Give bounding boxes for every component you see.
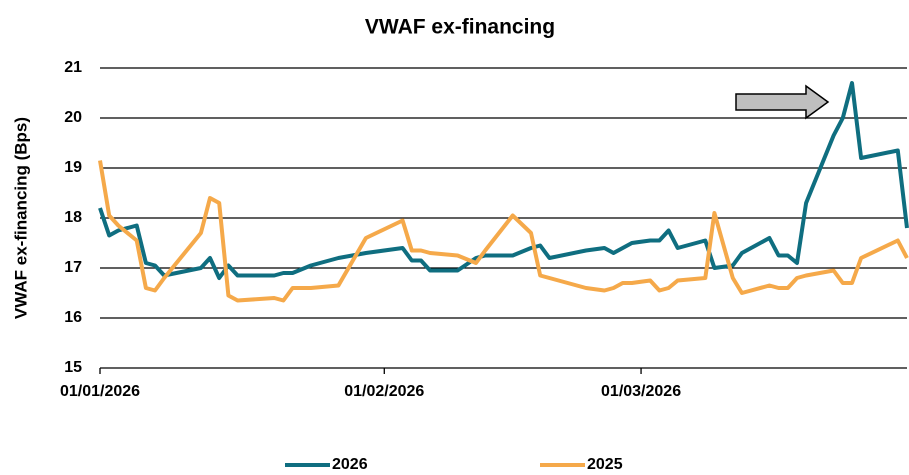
y-tick-label: 15 xyxy=(64,359,82,376)
y-tick-label: 17 xyxy=(64,259,82,276)
arrow-annotation xyxy=(735,84,830,120)
y-axis-label: VWAF ex-financing (Bps) xyxy=(11,117,30,319)
legend-label: 2025 xyxy=(587,456,623,473)
x-tick-label: 01/02/2026 xyxy=(344,383,424,400)
legend-label: 2026 xyxy=(332,456,368,473)
y-tick-label: 20 xyxy=(64,109,82,126)
y-tick-label: 19 xyxy=(64,159,82,176)
x-tick-label: 01/03/2026 xyxy=(601,383,681,400)
x-tick-label: 01/01/2026 xyxy=(60,383,140,400)
series-line xyxy=(98,160,909,303)
chart-title: VWAF ex-financing xyxy=(365,16,555,39)
y-tick-label: 21 xyxy=(64,59,82,76)
series-line xyxy=(98,81,909,280)
y-tick-label: 16 xyxy=(64,309,82,326)
y-tick-label: 18 xyxy=(64,209,82,226)
